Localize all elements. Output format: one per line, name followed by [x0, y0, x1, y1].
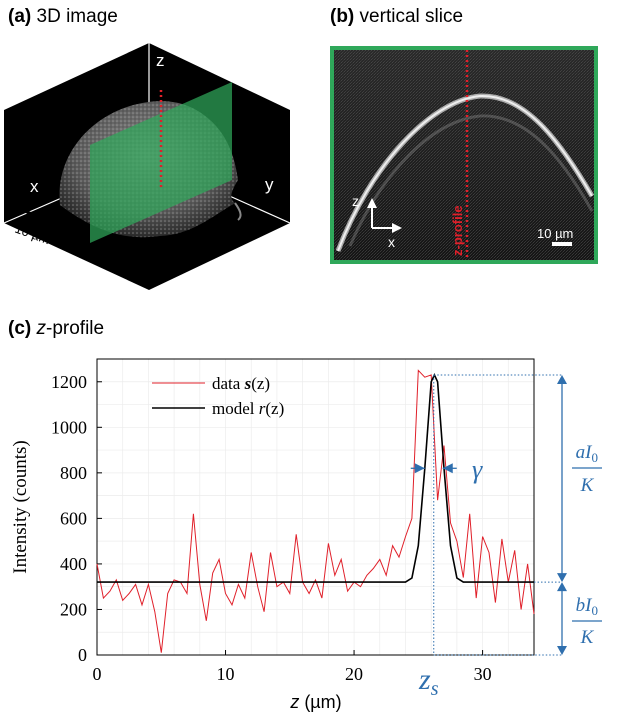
panel-b-title: (b) vertical slice	[330, 6, 464, 27]
plot-frame	[96, 358, 535, 656]
svg-text:bI0: bI0	[576, 595, 598, 618]
svg-text:K: K	[580, 475, 595, 496]
a-amplitude-fraction: aI0 K	[572, 442, 602, 496]
axis-label-y-3d: y	[265, 175, 274, 194]
axis-label-z-slice: z	[352, 193, 359, 209]
x-tick-label: 10	[217, 664, 235, 684]
panel-c-title: (c) z-profile	[8, 318, 105, 339]
series-line-data	[96, 369, 535, 653]
axis-label-z-3d: z	[156, 51, 165, 70]
series-line-model	[97, 372, 534, 583]
panel-b-slice-image: z-profile z x 10 µm	[330, 46, 598, 264]
x-tick-label: 30	[474, 664, 492, 684]
y-tick-label: 800	[60, 463, 87, 483]
legend: data s(z) model r(z)	[152, 374, 284, 418]
x-tick-label: 0	[93, 664, 102, 684]
y-tick-label: 1000	[51, 417, 87, 437]
y-tick-label: 0	[78, 645, 87, 665]
axis-label-x-3d: x	[30, 177, 39, 196]
legend-entry-model: model r(z)	[212, 399, 284, 418]
x-axis-label: z (µm)	[289, 692, 341, 712]
z-profile-chart: 0 200 400 600 800 1000 1200 0 10 20 30 Intensity …	[10, 358, 602, 712]
legend-entry-data: data s(z)	[212, 374, 270, 393]
z-profile-label: z-profile	[450, 205, 465, 256]
x-tick-label: 20	[345, 664, 363, 684]
slice-plane	[90, 82, 232, 243]
gamma-label: γ	[472, 455, 483, 484]
y-tick-label: 400	[60, 554, 87, 574]
svg-text:K: K	[580, 627, 595, 648]
y-tick-label: 600	[60, 508, 87, 528]
panel-a-3d-image: z x y 10 µm	[3, 43, 290, 290]
amplitude-arrow-head-bottom	[557, 573, 567, 583]
x-axis: 0 10 20 30	[93, 650, 492, 684]
svg-text:aI0: aI0	[576, 442, 598, 465]
y-tick-label: 1200	[51, 372, 87, 392]
offset-arrow-head-top	[557, 582, 567, 592]
panel-a-title: (a) 3D image	[8, 6, 118, 27]
amplitude-arrow-head-top	[557, 374, 567, 384]
y-axis-label: Intensity (counts)	[10, 440, 31, 574]
offset-arrow-head-bottom	[557, 646, 567, 655]
y-axis: 0 200 400 600 800 1000 1200	[51, 372, 102, 665]
scale-bar-slice-label: 10 µm	[537, 226, 573, 241]
zs-label: zs	[418, 663, 439, 700]
y-tick-label: 200	[60, 599, 87, 619]
b-offset-fraction: bI0 K	[572, 595, 602, 648]
chart-grid	[96, 358, 535, 656]
axis-label-x-slice: x	[388, 234, 395, 250]
